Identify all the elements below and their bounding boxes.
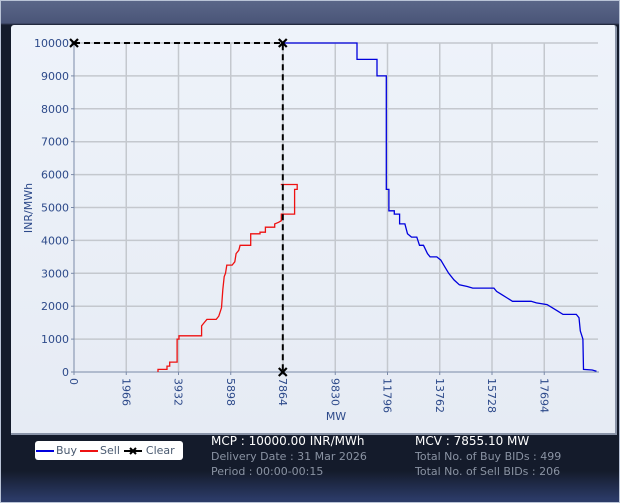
total-buy-bids: Total No. of Buy BIDs : 499: [415, 450, 562, 463]
sell-curve: [157, 183, 298, 372]
stats-left: MCP : 10000.00 INR/MWh Delivery Date : 3…: [211, 434, 367, 479]
x-tick-label: 0: [67, 378, 80, 385]
x-axis-ticks: 0 1966 3932 5898 7864 9830 11796 13762 15728 1769…: [67, 372, 550, 413]
y-tick-label: 7000: [41, 136, 69, 149]
x-axis-label: MW: [326, 410, 346, 423]
legend-item-clear[interactable]: Clear: [120, 444, 175, 457]
x-tick-label: 9830: [328, 378, 341, 406]
sell-line-icon: [80, 449, 99, 452]
y-tick-label: 6000: [41, 169, 69, 182]
y-tick-label: 10000: [34, 37, 69, 50]
series-group: [69, 38, 597, 377]
mcv-value: MCV : 7855.10 MW: [415, 434, 530, 448]
y-tick-label: 3000: [41, 267, 69, 280]
chart-panel: [11, 25, 617, 435]
x-tick-label: 15728: [485, 378, 498, 413]
legend-item-buy[interactable]: Buy: [35, 444, 77, 457]
total-sell-bids: Total No. of Sell BIDs : 206: [415, 465, 561, 478]
y-tick-label: 1000: [41, 333, 69, 346]
period: Period : 00:00-00:15: [211, 465, 324, 478]
y-tick-label: 9000: [41, 70, 69, 83]
buy-curve: [283, 42, 597, 372]
x-tick-label: 11796: [381, 378, 394, 413]
mcp-value: MCP : 10000.00 INR/MWh: [211, 434, 365, 448]
x-tick-label: 5898: [224, 378, 237, 406]
y-tick-label: 4000: [41, 234, 69, 247]
x-tick-label: 1966: [119, 378, 132, 406]
legend-buy-label: Buy: [56, 444, 78, 457]
grid: [74, 42, 598, 372]
y-axis-ticks: 0 1000 2000 3000 4000 5000 6000 7000 8000 9000 100…: [34, 37, 74, 379]
y-tick-label: 2000: [41, 300, 69, 313]
legend-item-sell[interactable]: Sell: [77, 444, 120, 457]
market-clearing-chart: 0 1000 2000 3000 4000 5000 6000 7000 8000 9000 100…: [22, 37, 599, 423]
y-tick-label: 0: [62, 366, 69, 379]
legend-clear-label: Clear: [145, 444, 175, 457]
x-tick-label: 7864: [276, 378, 289, 406]
x-tick-label: 17694: [537, 378, 550, 413]
x-tick-label: 13762: [433, 378, 446, 413]
y-axis-label: INR/MWh: [22, 183, 35, 233]
x-tick-label: 3932: [172, 378, 185, 406]
legend-sell-label: Sell: [100, 444, 120, 457]
stats-right: MCV : 7855.10 MW Total No. of Buy BIDs :…: [415, 434, 561, 479]
y-tick-label: 8000: [41, 103, 69, 116]
clear-marker-icon: [123, 446, 142, 455]
buy-line-icon: [36, 449, 54, 452]
y-tick-label: 5000: [41, 202, 69, 215]
chart-legend: Buy Sell Clear: [35, 441, 183, 460]
delivery-date: Delivery Date : 31 Mar 2026: [211, 450, 367, 463]
